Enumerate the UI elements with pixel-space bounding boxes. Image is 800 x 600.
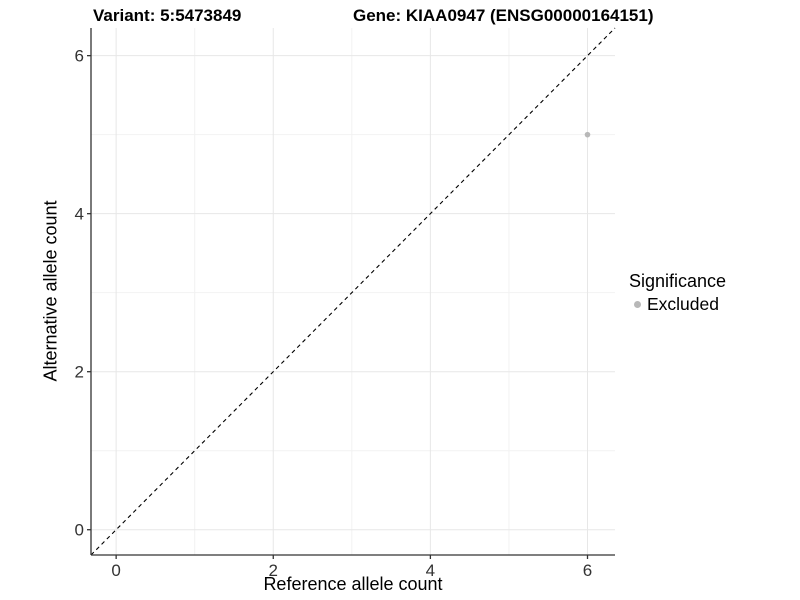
legend-title: Significance <box>629 271 727 291</box>
y-axis-title: Alternative allele count <box>40 200 61 382</box>
legend-item: Excluded <box>629 294 726 314</box>
identity-dashed-line <box>90 27 616 556</box>
y-tick-label: 0 <box>75 521 84 540</box>
legend-item-label: Excluded <box>647 294 719 314</box>
plot-title-variant: Variant: 5:5473849 <box>93 6 242 25</box>
legend-items: Excluded <box>629 294 726 314</box>
legend: Significance Excluded <box>629 270 726 314</box>
legend-point-icon <box>634 300 641 308</box>
x-tick-label: 4 <box>426 561 435 580</box>
data-point <box>584 131 591 138</box>
y-tick-label: 6 <box>75 47 84 66</box>
x-axis-title: Reference allele count <box>263 574 443 594</box>
y-tick-label: 4 <box>75 205 84 224</box>
x-tick-label: 0 <box>111 561 120 580</box>
x-tick-label: 6 <box>583 561 592 580</box>
y-tick-label: 2 <box>75 363 84 382</box>
plot-title-gene: Gene: KIAA0947 (ENSG00000164151) <box>353 6 654 25</box>
x-tick-label: 2 <box>269 561 278 580</box>
